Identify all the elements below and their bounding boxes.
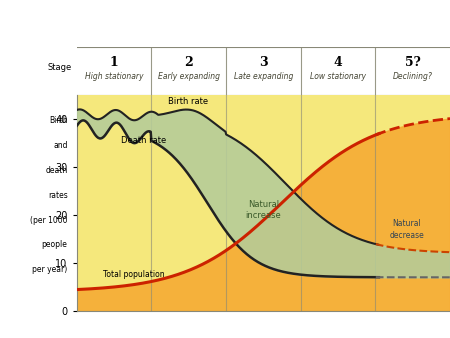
Text: Early expanding: Early expanding <box>158 72 220 81</box>
Text: Late expanding: Late expanding <box>234 72 293 81</box>
Text: and: and <box>53 141 68 150</box>
Text: (per 1000: (per 1000 <box>30 216 68 225</box>
Text: 3: 3 <box>259 56 268 69</box>
Text: Birth: Birth <box>49 116 68 125</box>
Text: people: people <box>42 240 68 249</box>
Text: 2: 2 <box>184 56 193 69</box>
Text: Birth rate: Birth rate <box>168 97 209 106</box>
Text: Stage: Stage <box>48 63 72 72</box>
Text: 1: 1 <box>109 56 118 69</box>
Text: Natural
increase: Natural increase <box>245 200 281 220</box>
Text: rates: rates <box>48 191 68 200</box>
Text: Natural
decrease: Natural decrease <box>390 219 424 240</box>
Text: High stationary: High stationary <box>85 72 143 81</box>
Text: 5?: 5? <box>405 56 421 69</box>
Text: Death rate: Death rate <box>122 136 166 145</box>
Text: Total population: Total population <box>103 270 164 280</box>
Text: Low stationary: Low stationary <box>310 72 366 81</box>
Text: 4: 4 <box>333 56 342 69</box>
Text: death: death <box>45 166 68 175</box>
Text: Declining?: Declining? <box>393 72 432 81</box>
Text: per year): per year) <box>32 265 68 274</box>
